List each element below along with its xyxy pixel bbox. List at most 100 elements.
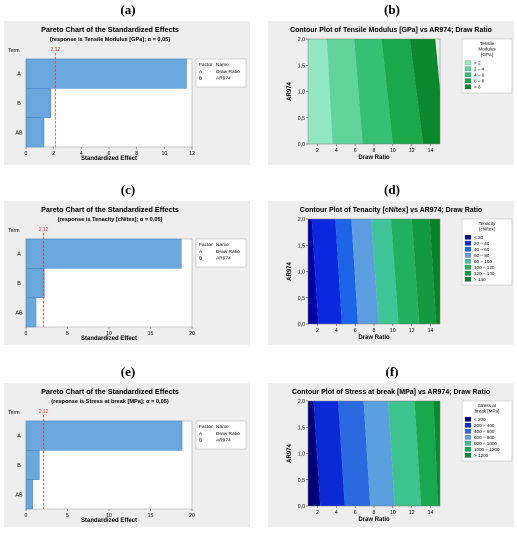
legend-label-3: 6 – 8	[474, 79, 485, 84]
x-tick-label: 6	[354, 328, 357, 334]
y-tick-label: 0,5	[298, 296, 305, 302]
x-tick-label: 0	[25, 331, 28, 337]
contour-region-0	[308, 401, 321, 506]
panel-label-b: (b)	[384, 2, 400, 17]
y-tick-label: 2,0	[298, 37, 305, 43]
bar-ab	[25, 117, 45, 148]
contour-region-2	[338, 401, 371, 506]
legend-label-2: 4 – 6	[474, 73, 485, 78]
y-tick-label-b: B	[17, 463, 21, 469]
x-tick-label: 6	[108, 151, 111, 157]
legend-label-3: 600 – 800	[474, 435, 495, 440]
y-tick-label-ab: AB	[15, 310, 23, 316]
chart-subtitle: (response is Tensile Modulus [GPa]; α = …	[50, 37, 171, 43]
contour-region-0	[308, 39, 333, 144]
y-tick-label-b: B	[17, 101, 21, 107]
legend-label-4: 800 – 1000	[474, 441, 497, 446]
legend-swatch-7	[464, 276, 472, 282]
x-tick-label: 4	[335, 328, 338, 334]
legend-swatch-3	[464, 434, 472, 440]
y-tick-label: 1,5	[298, 63, 305, 69]
x-tick-label: 8	[373, 510, 376, 516]
bar-ab	[25, 479, 33, 510]
contour-region-3	[363, 401, 395, 506]
x-tick-label: 20	[189, 331, 195, 337]
legend-swatch-3	[464, 252, 472, 258]
y-axis-label: Term	[8, 228, 20, 234]
legend-title: [GPa]	[481, 52, 493, 57]
chart-svg: Contour Plot of Tenacity [cN/tex] vs AR9…	[287, 207, 513, 341]
bar-b	[25, 268, 45, 298]
legend-label-6: > 1200	[474, 453, 489, 458]
legend-factor: A	[199, 431, 203, 437]
legend-box	[195, 238, 247, 268]
contour-regions	[308, 401, 440, 506]
legend-label-0: < 200	[474, 417, 486, 422]
contour-region-3	[381, 39, 424, 144]
legend-swatch-3	[464, 78, 472, 84]
contour-region-4	[409, 39, 440, 144]
x-axis-label: Draw Ratio	[358, 335, 390, 341]
chart-title: Pareto Chart of the Standardized Effects	[41, 25, 179, 34]
reference-label: 2,12	[39, 409, 49, 415]
x-tick-label: 0	[25, 513, 28, 519]
x-tick-label: 4	[335, 510, 338, 516]
contour-region-1	[311, 219, 342, 324]
contour-regions	[308, 39, 440, 144]
legend-header-factor: Factor	[199, 62, 213, 68]
legend-header-name: Name	[216, 62, 229, 68]
legend-header-factor: Factor	[199, 424, 213, 430]
x-tick-label: 8	[373, 328, 376, 334]
legend-swatch-6	[464, 270, 472, 276]
bar-b	[25, 88, 52, 118]
chart-title: Pareto Chart of the Standardized Effects	[41, 205, 179, 214]
x-tick-label: 2	[316, 148, 319, 154]
chart-title: Contour Plot of Stress at break [MPa] vs…	[292, 389, 490, 396]
chart-svg: Contour Plot of Stress at break [MPa] vs…	[287, 389, 513, 523]
legend-swatch-1	[464, 422, 472, 428]
legend-factor: A	[199, 69, 203, 75]
x-tick-label: 5	[66, 513, 69, 519]
chart-svg: Contour Plot of Tensile Modulus [GPa] vs…	[287, 27, 513, 161]
bar-a	[25, 238, 182, 269]
legend-box	[461, 38, 513, 94]
legend-title: Tensile	[480, 41, 495, 46]
contour-regions	[308, 219, 440, 324]
x-tick-label: 4	[335, 148, 338, 154]
legend-header-name: Name	[216, 242, 229, 248]
y-axis-label: AR974	[287, 444, 293, 463]
legend-swatch-5	[464, 446, 472, 452]
y-tick-label: 1,0	[298, 270, 305, 276]
bar-a	[25, 420, 183, 451]
x-tick-label: 14	[428, 510, 434, 516]
legend-label-1: 20 – 40	[474, 241, 490, 246]
legend-swatch-4	[464, 440, 472, 446]
legend-swatch-2	[464, 428, 472, 434]
x-tick-label: 0	[25, 151, 28, 157]
y-tick-label-a: A	[17, 252, 21, 258]
legend-swatch-1	[464, 240, 472, 246]
x-tick-label: 10	[106, 331, 112, 337]
y-tick-label: 0,5	[298, 478, 305, 484]
bar-ab	[25, 297, 37, 328]
pareto-chart-tenacity: Pareto Chart of the Standardized Effects…	[4, 201, 250, 345]
legend-swatch-6	[464, 452, 472, 458]
contour-region-7	[429, 219, 440, 324]
legend-factor: B	[199, 76, 202, 82]
chart-subtitle: (response is Stress at break [MPa]; α = …	[51, 399, 169, 405]
contour-plot-tensile-modulus: Contour Plot of Tensile Modulus [GPa] vs…	[268, 21, 514, 165]
chart-svg: Pareto Chart of the Standardized Effects…	[8, 205, 247, 342]
legend-name: AR974	[216, 438, 231, 444]
legend-factor: B	[199, 256, 202, 262]
contour-region-6	[411, 219, 437, 324]
legend-swatch-2	[464, 72, 472, 78]
y-axis-label: Term	[8, 410, 20, 416]
legend-label-6: 120 – 140	[474, 271, 495, 276]
contour-region-4	[388, 401, 422, 506]
pareto-chart-tensile-modulus: Pareto Chart of the Standardized Effects…	[4, 21, 250, 165]
y-tick-label: 1,0	[298, 90, 305, 96]
panel-label-e: (e)	[120, 364, 136, 379]
legend-label-0: < 2	[474, 61, 481, 66]
panel-label-a: (a)	[120, 2, 136, 17]
contour-region-1	[326, 39, 363, 144]
